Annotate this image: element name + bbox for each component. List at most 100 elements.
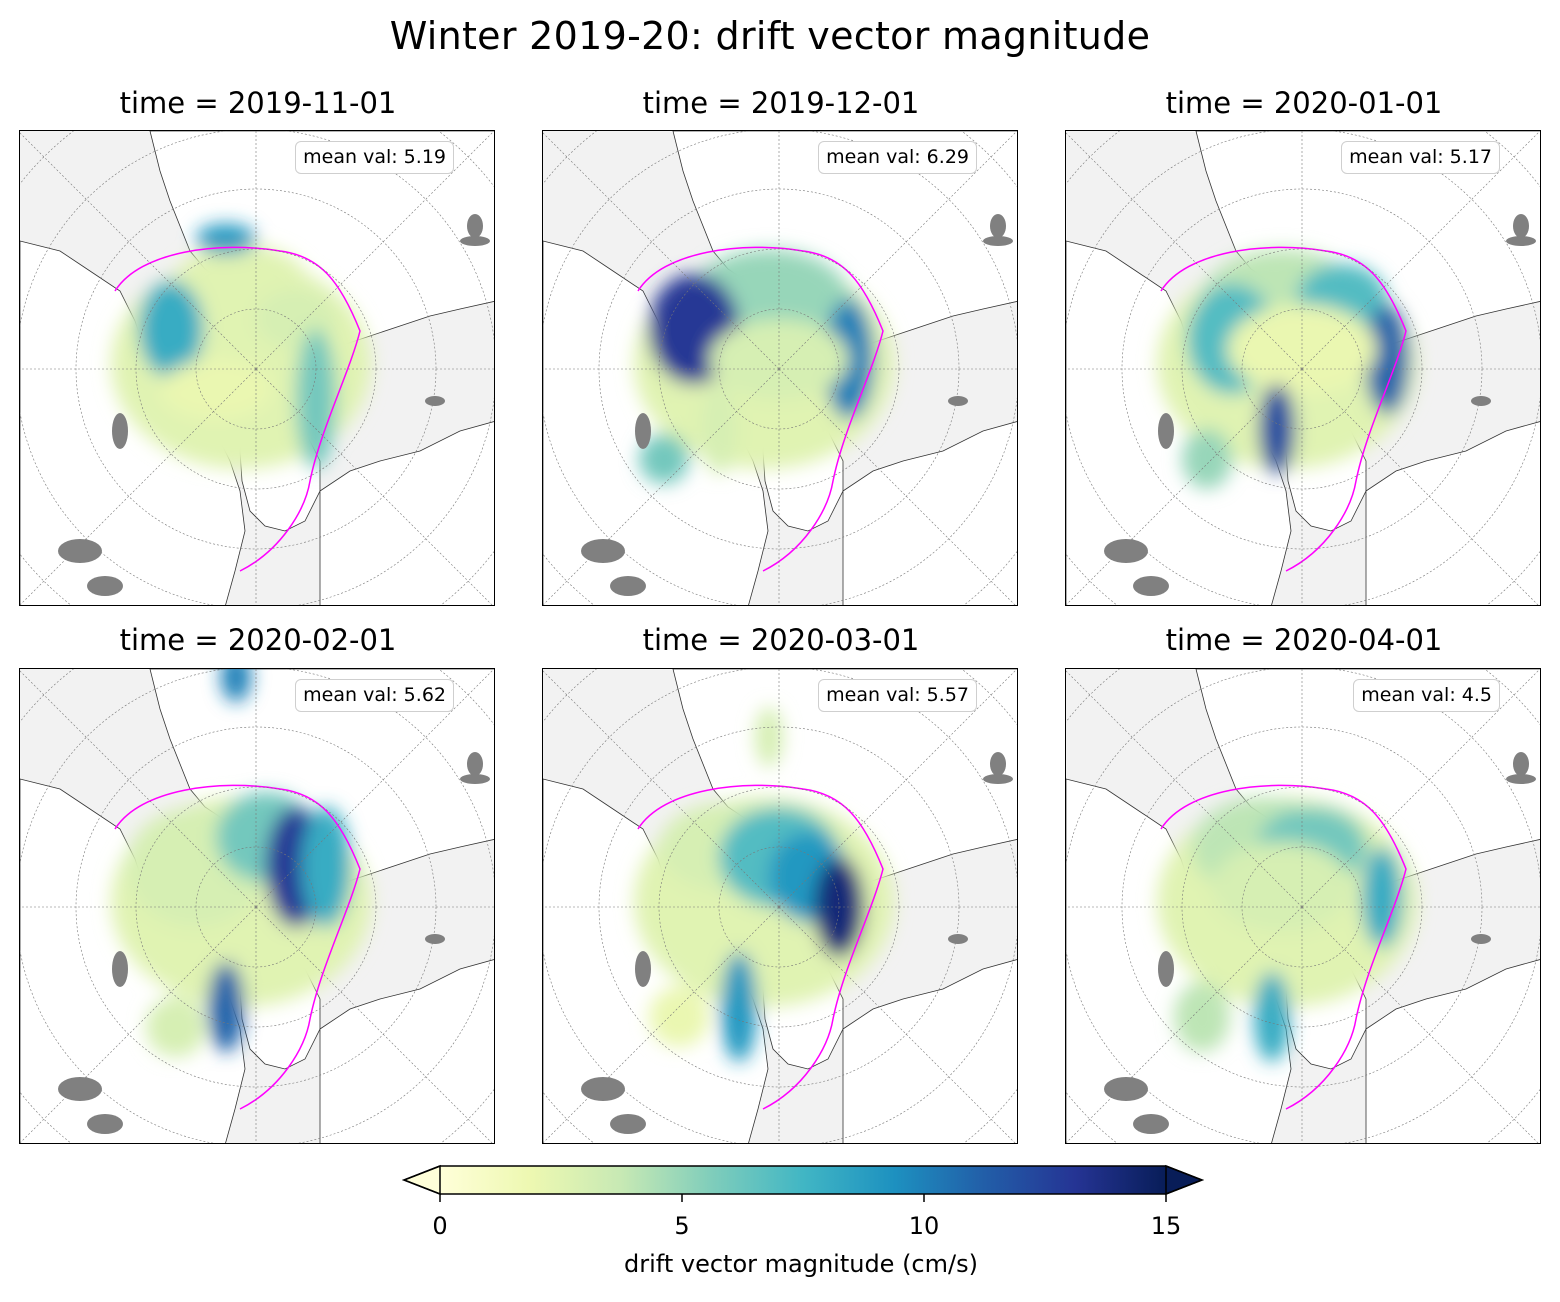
glacier-shape: [467, 752, 483, 776]
mean-value-box: mean val: 5.19: [295, 141, 454, 174]
colorbar-outline: [401, 1165, 1205, 1195]
mean-value-box: mean val: 4.5: [1353, 679, 1500, 712]
panel-title: time = 2020-03-01: [642, 623, 920, 657]
glacier-shape: [610, 576, 646, 596]
polar-map-panel: mean val: 4.5: [1065, 668, 1541, 1144]
glacier-shape: [1506, 236, 1536, 246]
longitude-gridline: [543, 132, 780, 370]
panel-title: time = 2020-02-01: [119, 623, 397, 657]
longitude-gridline: [1066, 132, 1303, 370]
drift-field: [1157, 249, 1417, 489]
colorbar-tick-label: 15: [1150, 1212, 1182, 1240]
polar-map-panel: mean val: 5.19: [19, 130, 495, 606]
glacier-shape: [581, 1077, 625, 1101]
drift-patch: [1259, 384, 1295, 474]
land-mass: [1365, 959, 1540, 1143]
longitude-gridline: [255, 669, 494, 908]
drift-field: [111, 669, 371, 1057]
map-canvas: [543, 131, 1017, 605]
longitude-gridline: [20, 132, 257, 370]
drift-patch: [1254, 972, 1290, 1062]
ice-edge-contour: [637, 246, 884, 572]
glacier-shape: [112, 951, 128, 987]
glacier-shape: [1133, 1114, 1169, 1134]
polar-map-panel: mean val: 5.17: [1065, 130, 1541, 606]
glacier-shape: [948, 934, 968, 944]
land-mass: [842, 959, 1017, 1143]
polar-map-panel: mean val: 5.62: [19, 668, 495, 1144]
land-mass: [1365, 421, 1540, 605]
longitude-gridline: [1301, 906, 1539, 1143]
longitude-gridline: [778, 669, 1017, 908]
glacier-shape: [983, 236, 1013, 246]
longitude-gridline: [255, 368, 493, 605]
glacier-shape: [425, 934, 445, 944]
glacier-shape: [948, 396, 968, 406]
colorbar-tick-label: 0: [432, 1212, 448, 1240]
longitude-gridline: [1301, 131, 1540, 370]
drift-patch: [1174, 982, 1230, 1052]
colorbar-tick-label: 10: [908, 1212, 940, 1240]
glacier-shape: [990, 752, 1006, 776]
colorbar-extend-high: [1165, 1164, 1205, 1196]
drift-patch: [649, 987, 709, 1047]
drift-patch: [301, 807, 351, 927]
map-canvas: [543, 669, 1017, 1143]
glacier-shape: [467, 214, 483, 238]
longitude-gridline: [1301, 669, 1540, 908]
glacier-shape: [460, 774, 490, 784]
drift-patch: [139, 281, 203, 377]
glacier-shape: [58, 1077, 102, 1101]
mean-value-box: mean val: 5.57: [818, 679, 977, 712]
longitude-gridline: [1301, 368, 1539, 605]
longitude-gridline: [1066, 368, 1303, 605]
drift-patch: [755, 707, 783, 767]
longitude-gridline: [1066, 906, 1303, 1143]
longitude-gridline: [20, 906, 257, 1143]
glacier-shape: [1158, 413, 1174, 449]
glacier-shape: [87, 1114, 123, 1134]
ice-edge-contour: [1160, 784, 1407, 1110]
colorbar-tick-label: 5: [674, 1212, 690, 1240]
longitude-gridline: [543, 906, 780, 1143]
longitude-gridline: [255, 906, 493, 1143]
glacier-shape: [460, 236, 490, 246]
map-canvas: [1066, 669, 1540, 1143]
glacier-shape: [1513, 214, 1529, 238]
colorbar-extend-low: [401, 1164, 441, 1196]
drift-field: [111, 224, 371, 469]
land-mass: [319, 959, 494, 1143]
longitude-gridline: [20, 670, 257, 908]
mean-value-box: mean val: 6.29: [818, 141, 977, 174]
glacier-shape: [425, 396, 445, 406]
mean-value-box: mean val: 5.62: [295, 679, 454, 712]
polar-map-panel: mean val: 6.29: [542, 130, 1018, 606]
colorbar-gradient: [440, 1166, 1166, 1194]
drift-patch: [196, 224, 256, 254]
longitude-gridline: [20, 368, 257, 605]
ice-edge-contour: [114, 784, 361, 1110]
drift-patch: [1182, 429, 1232, 489]
glacier-shape: [58, 539, 102, 563]
drift-patch: [146, 997, 206, 1057]
glacier-shape: [990, 214, 1006, 238]
glacier-shape: [635, 413, 651, 449]
ice-edge-contour: [637, 784, 884, 1110]
drift-field: [634, 249, 894, 484]
colorbar-label: drift vector magnitude (cm/s): [624, 1250, 978, 1278]
panel-title: time = 2019-12-01: [642, 86, 920, 120]
glacier-shape: [1506, 774, 1536, 784]
longitude-gridline: [1066, 670, 1303, 908]
ice-edge-contour: [114, 246, 361, 572]
glacier-shape: [1158, 951, 1174, 987]
map-canvas: [20, 669, 494, 1143]
polar-map-panel: mean val: 5.57: [542, 668, 1018, 1144]
glacier-shape: [1513, 752, 1529, 776]
drift-patch: [221, 669, 251, 702]
glacier-shape: [1471, 934, 1491, 944]
map-canvas: [1066, 131, 1540, 605]
glacier-shape: [635, 951, 651, 987]
glacier-shape: [1104, 539, 1148, 563]
drift-patch: [1365, 304, 1409, 414]
mean-value-box: mean val: 5.17: [1341, 141, 1500, 174]
